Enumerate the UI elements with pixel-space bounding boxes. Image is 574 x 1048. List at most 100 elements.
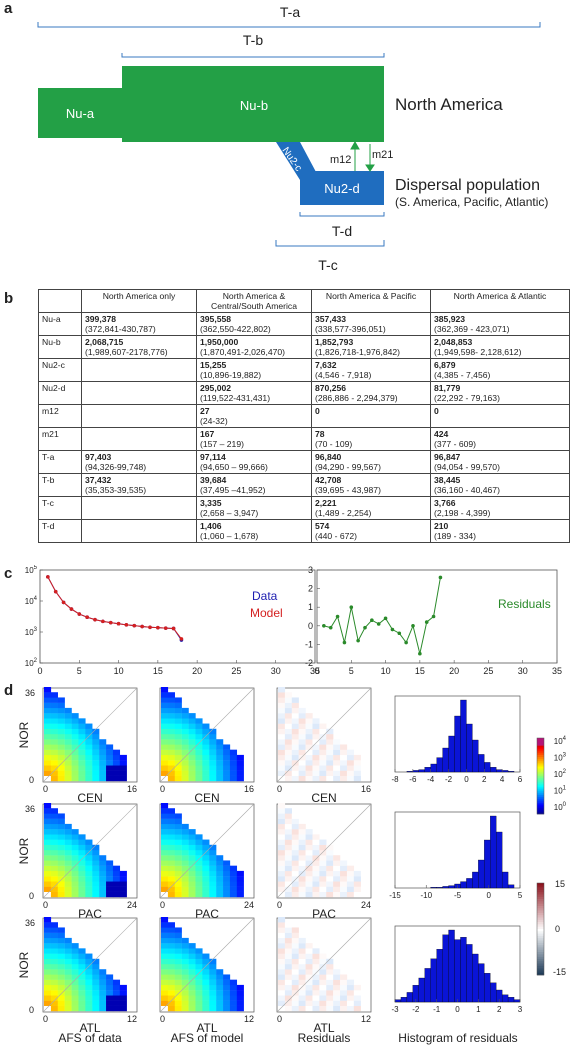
heatmap-cell <box>216 1005 224 1012</box>
heatmap-cell <box>50 760 58 766</box>
heatmap-cell <box>216 886 224 892</box>
heatmap-cell <box>71 870 79 877</box>
heatmap-cell <box>209 984 217 991</box>
heatmap-cell <box>92 775 100 782</box>
heatmap-cell <box>44 922 52 928</box>
y-tick-label: 2 <box>308 584 313 594</box>
colorbar-cell <box>537 751 544 754</box>
bracket-tb <box>121 53 385 58</box>
heatmap-cell <box>174 876 182 882</box>
heatmap-cell <box>119 891 127 898</box>
histogram-bar <box>436 887 443 889</box>
heatmap-cell <box>85 855 93 861</box>
heatmap-cell <box>202 964 210 970</box>
heatmap-cell <box>174 953 182 959</box>
heatmap-cell <box>112 984 121 991</box>
heatmap-cell <box>223 990 231 996</box>
heatmap-cell <box>305 958 313 965</box>
table-row: Nu-a 399,378 (372,841-430,787) 395,558 (362,… <box>38 312 570 336</box>
heatmap-cell <box>333 891 341 898</box>
heatmap-cell <box>305 969 313 975</box>
heatmap-cell <box>291 958 299 965</box>
colorbar-tick-label: 100 <box>554 802 567 812</box>
heatmap-cell <box>78 728 86 735</box>
heatmap-cell <box>229 765 238 771</box>
table-row: m12 27 (24-32) 0 0 <box>38 404 570 428</box>
y-tick-label: 102 <box>25 658 38 668</box>
heatmap-cell <box>291 728 299 735</box>
heatmap-cell <box>99 979 107 986</box>
heatmap-cell <box>312 891 320 898</box>
colorbar-cell <box>537 772 544 775</box>
colorbar-cell <box>537 796 544 800</box>
heatmap-cell <box>78 964 86 970</box>
heatmap-cell <box>44 770 52 776</box>
heatmap-cell <box>50 860 58 866</box>
heatmap-cell <box>278 728 286 735</box>
heatmap-cell <box>99 744 107 750</box>
heatmap-cell <box>195 765 203 771</box>
colorbar-frame <box>536 882 545 976</box>
heatmap-cell <box>305 891 313 898</box>
heatmap-cell <box>167 823 175 830</box>
heatmap-cell <box>85 744 93 750</box>
heatmap-cell <box>305 984 313 991</box>
heatmap-cell <box>305 990 313 996</box>
confidence-interval: (189 - 334) <box>434 531 477 541</box>
heatmap-cell <box>174 813 182 819</box>
heatmap-cell <box>333 855 341 861</box>
heatmap-cell <box>195 984 203 991</box>
heatmap-cell <box>174 697 182 703</box>
param-name: m21 <box>38 427 82 451</box>
heatmap-cell <box>333 765 341 771</box>
histogram-bar <box>430 887 437 889</box>
heatmap-cell <box>312 850 320 856</box>
heatmap-cell <box>50 692 58 698</box>
histogram-bar <box>442 886 449 889</box>
heatmap-cell <box>229 760 238 766</box>
heatmap-cell <box>85 958 93 965</box>
heatmap-cell <box>64 728 72 735</box>
heatmap-cell <box>291 995 299 1001</box>
heatmap-cell <box>161 697 169 703</box>
heatmap-cell <box>167 1005 175 1012</box>
param-cell: 38,445 (36,160 - 40,467) <box>430 473 570 497</box>
heatmap-cell <box>278 927 286 933</box>
heatmap-cell <box>78 765 86 771</box>
heatmap-cell <box>167 702 175 709</box>
heatmap-cell <box>44 937 52 944</box>
heatmap-cell <box>319 865 327 872</box>
heatmap-cell <box>78 990 86 996</box>
heatmap-cell <box>236 995 244 1001</box>
param-name: T-a <box>38 450 82 474</box>
colorbar-cell <box>537 917 544 921</box>
heatmap-cell <box>353 886 361 892</box>
y-axis-label: NOR <box>17 951 31 978</box>
heatmap-cell <box>209 865 217 872</box>
histogram-bar <box>454 939 461 1003</box>
heatmap-cell <box>209 974 217 980</box>
heatmap-cell <box>284 744 292 750</box>
heatmap-cell <box>99 984 107 991</box>
heatmap-cell <box>64 943 72 949</box>
nub-label: Nu-b <box>240 98 268 113</box>
heatmap-cell <box>278 818 286 825</box>
heatmap-cell <box>346 749 355 756</box>
heatmap-cell <box>85 979 93 986</box>
histogram-bar <box>400 997 408 1003</box>
param-cell: 1,950,000 (1,870,491-2,026,470) <box>196 335 312 359</box>
heatmap-cell <box>57 876 65 882</box>
heatmap-cell <box>161 1000 169 1006</box>
heatmap-cell <box>188 850 196 856</box>
heatmap-cell <box>340 974 348 980</box>
heatmap-cell <box>174 943 182 949</box>
heatmap-cell <box>50 964 58 970</box>
heatmap-cell <box>50 876 58 882</box>
heatmap-cell <box>181 964 189 970</box>
heatmap-cell <box>174 881 182 887</box>
heatmap-cell <box>161 839 169 845</box>
heatmap-cell <box>181 937 189 944</box>
heatmap-cell <box>181 839 189 845</box>
heatmap-cell <box>85 865 93 872</box>
bracket-ta <box>37 22 541 28</box>
